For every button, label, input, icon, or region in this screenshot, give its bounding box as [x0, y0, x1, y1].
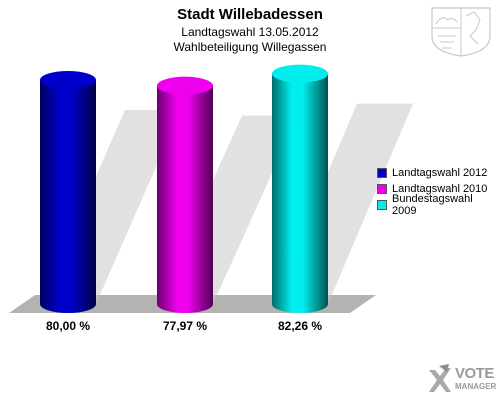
logo-text-vote: VOTE — [455, 365, 494, 382]
legend-item: Bundestagswahl 2009 — [377, 193, 500, 217]
bar-value-label: 82,26 % — [278, 319, 322, 333]
bar-value-label: 80,00 % — [46, 319, 90, 333]
value-labels: 80,00 % 77,97 % 82,26 % — [46, 319, 322, 333]
bar-top — [272, 64, 328, 83]
bar-body — [272, 73, 328, 313]
nrw-coat-of-arms-icon — [431, 7, 491, 57]
bar — [157, 76, 213, 314]
bar-body — [157, 85, 213, 314]
bar-body — [40, 80, 96, 313]
legend-item: Landtagswahl 2010 — [377, 181, 500, 197]
legend-item: Landtagswahl 2012 — [377, 165, 500, 181]
vote-manager-logo: VOTE MANAGER — [425, 362, 500, 398]
chart-subtitle-election: Landtagswahl 13.05.2012 — [181, 25, 319, 39]
logo-text-manager: MANAGER — [455, 382, 497, 391]
chart-legend: Landtagswahl 2012 Landtagswahl 2010 Bundes… — [377, 165, 500, 217]
bar-value-label: 77,97 % — [163, 319, 207, 333]
chart-title: Stadt Willebadessen — [177, 6, 323, 23]
legend-label: Landtagswahl 2010 — [392, 183, 488, 195]
chart-subtitle-turnout: Wahlbeteiligung Willegassen — [173, 40, 327, 54]
bar — [40, 71, 96, 313]
bar — [272, 64, 328, 313]
bar-top — [40, 71, 96, 89]
bars — [40, 64, 328, 314]
legend-label: Bundestagswahl 2009 — [391, 193, 473, 217]
legend-swatch — [377, 184, 387, 194]
legend-swatch — [377, 200, 387, 210]
legend-label: Landtagswahl 2012 — [392, 167, 488, 179]
legend-swatch — [377, 168, 387, 178]
vote-manager-cross-icon — [429, 364, 451, 392]
bar-top — [157, 76, 213, 95]
